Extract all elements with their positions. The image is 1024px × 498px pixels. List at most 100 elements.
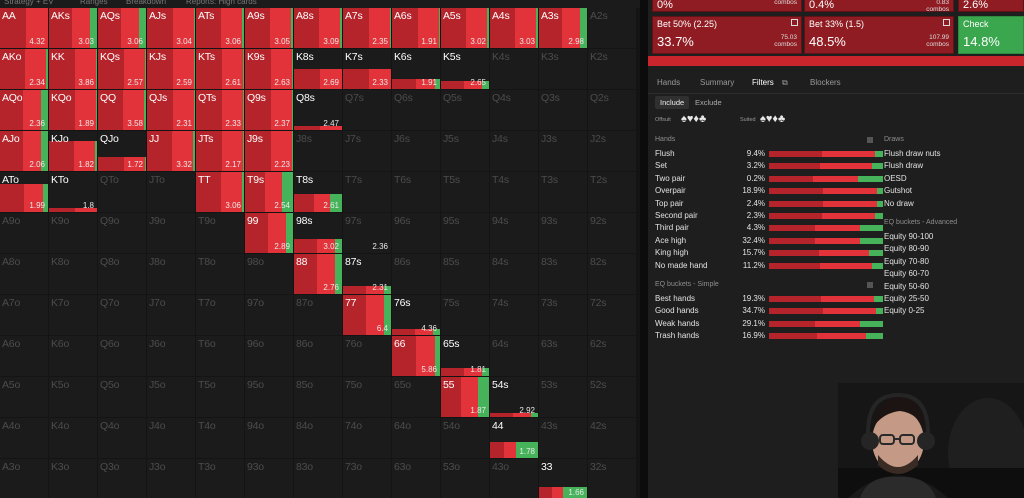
- filter-row[interactable]: Good hands 34.7%: [655, 305, 883, 317]
- hand-cell[interactable]: 44 1.78: [490, 418, 538, 458]
- hand-cell[interactable]: 95s: [441, 213, 489, 253]
- filter-row[interactable]: Trash hands 16.9%: [655, 330, 883, 342]
- hand-cell[interactable]: J2s: [588, 131, 636, 171]
- hand-cell[interactable]: 63o: [392, 459, 440, 498]
- filter-row[interactable]: Equity 90-1009.4%: [884, 231, 1024, 243]
- hand-cell[interactable]: 94o: [245, 418, 293, 458]
- hand-cell[interactable]: J4o: [147, 418, 195, 458]
- hand-cell[interactable]: Q3s: [539, 90, 587, 130]
- hand-cell[interactable]: 86s: [392, 254, 440, 294]
- hand-cell[interactable]: K3s: [539, 49, 587, 89]
- action-button[interactable]: Bet 33% (1.5) 48.5% 107.99 combos: [804, 16, 954, 54]
- hand-cell[interactable]: Q8o: [98, 254, 146, 294]
- hand-cell[interactable]: T5s: [441, 172, 489, 212]
- hand-cell[interactable]: 84o: [294, 418, 342, 458]
- filter-row[interactable]: Top pair 2.4%: [655, 198, 883, 210]
- hand-cell[interactable]: K2s: [588, 49, 636, 89]
- filter-row[interactable]: Equity 70-805.6%: [884, 256, 1024, 268]
- hand-cell[interactable]: J6o: [147, 336, 195, 376]
- hand-cell[interactable]: QJo 1.72: [98, 131, 146, 171]
- hand-cell[interactable]: T2s: [588, 172, 636, 212]
- hand-cell[interactable]: K5s 2.65: [441, 49, 489, 89]
- hand-cell[interactable]: 98o: [245, 254, 293, 294]
- section-settings-icon[interactable]: [867, 282, 873, 288]
- hand-cell[interactable]: K3o: [49, 459, 97, 498]
- hand-cell[interactable]: K8o: [49, 254, 97, 294]
- hand-cell[interactable]: JTo: [147, 172, 195, 212]
- hand-cell[interactable]: 53s: [539, 377, 587, 417]
- hand-cell[interactable]: T4s: [490, 172, 538, 212]
- hand-cell[interactable]: J5o: [147, 377, 195, 417]
- hand-cell[interactable]: J3s: [539, 131, 587, 171]
- hand-cell[interactable]: A3o: [0, 459, 48, 498]
- hand-cell[interactable]: K6o: [49, 336, 97, 376]
- action-settings-icon[interactable]: [791, 19, 798, 26]
- hand-cell[interactable]: AKo 2.34: [0, 49, 48, 89]
- hand-cell[interactable]: A6o: [0, 336, 48, 376]
- filter-row[interactable]: Flush 9.4%: [655, 148, 883, 160]
- hand-cell[interactable]: 33 1.66: [539, 459, 587, 498]
- hand-cell[interactable]: AA 4.32: [0, 8, 48, 48]
- hand-cell[interactable]: 83s: [539, 254, 587, 294]
- hand-cell[interactable]: JTs 2.17: [196, 131, 244, 171]
- filter-row[interactable]: Third pair 4.3%: [655, 222, 883, 234]
- action-button[interactable]: Check 14.8%: [958, 16, 1024, 54]
- tab-summary[interactable]: Summary: [700, 78, 735, 87]
- hand-cell[interactable]: T9s 2.54: [245, 172, 293, 212]
- hand-cell[interactable]: KQo 1.89: [49, 90, 97, 130]
- hand-cell[interactable]: A8s 3.09: [294, 8, 342, 48]
- top-menu-item[interactable]: Ranges: [80, 0, 108, 6]
- tab-filters[interactable]: Filters: [752, 78, 774, 87]
- hand-cell[interactable]: 93s: [539, 213, 587, 253]
- hand-cell[interactable]: QTs 2.33: [196, 90, 244, 130]
- hand-cell[interactable]: A4s 3.03: [490, 8, 538, 48]
- hand-cell[interactable]: 55 1.87: [441, 377, 489, 417]
- filter-row[interactable]: Overpair 18.9%: [655, 185, 883, 197]
- hand-cell[interactable]: AQo 2.36: [0, 90, 48, 130]
- hand-cell[interactable]: QJs 2.31: [147, 90, 195, 130]
- hand-cell[interactable]: J3o: [147, 459, 195, 498]
- hand-cell[interactable]: 96o: [245, 336, 293, 376]
- hand-cell[interactable]: T9o: [196, 213, 244, 253]
- hand-cell[interactable]: 43s: [539, 418, 587, 458]
- filter-row[interactable]: Weak hands 29.1%: [655, 318, 883, 330]
- hand-cell[interactable]: Q4o: [98, 418, 146, 458]
- filter-row[interactable]: No made hand 11.2%: [655, 260, 883, 272]
- hand-cell[interactable]: 94s: [490, 213, 538, 253]
- hand-cell[interactable]: 87o: [294, 295, 342, 335]
- section-settings-icon[interactable]: [867, 137, 873, 143]
- hand-cell[interactable]: T7s: [343, 172, 391, 212]
- hand-cell[interactable]: J6s: [392, 131, 440, 171]
- hand-cell[interactable]: J8o: [147, 254, 195, 294]
- filter-row[interactable]: Flush draw20.8%: [884, 160, 1024, 172]
- hand-cell[interactable]: K7o: [49, 295, 97, 335]
- hand-cell[interactable]: 97s 2.36: [343, 213, 391, 253]
- hand-cell[interactable]: 92s: [588, 213, 636, 253]
- hand-cell[interactable]: 64s: [490, 336, 538, 376]
- action-button-top[interactable]: 2.6%: [958, 0, 1024, 12]
- hand-cell[interactable]: QTo: [98, 172, 146, 212]
- hand-cell[interactable]: 77 6.4: [343, 295, 391, 335]
- hand-cell[interactable]: KTs 2.61: [196, 49, 244, 89]
- filter-row[interactable]: Equity 0-252.7%: [884, 305, 1024, 317]
- filter-row[interactable]: Equity 60-7019.8%: [884, 268, 1024, 280]
- hand-cell[interactable]: 43o: [490, 459, 538, 498]
- hand-cell[interactable]: A5o: [0, 377, 48, 417]
- hand-cell[interactable]: 74s: [490, 295, 538, 335]
- hand-cell[interactable]: 95o: [245, 377, 293, 417]
- hand-cell[interactable]: J9s 2.23: [245, 131, 293, 171]
- hand-cell[interactable]: 93o: [245, 459, 293, 498]
- hand-cell[interactable]: 72s: [588, 295, 636, 335]
- hand-cell[interactable]: 42s: [588, 418, 636, 458]
- hand-cell[interactable]: K4s: [490, 49, 538, 89]
- hand-cell[interactable]: Q9o: [98, 213, 146, 253]
- hand-cell[interactable]: A6s 1.91: [392, 8, 440, 48]
- hand-cell[interactable]: 65o: [392, 377, 440, 417]
- hand-cell[interactable]: 74o: [343, 418, 391, 458]
- hand-cell[interactable]: J9o: [147, 213, 195, 253]
- hand-cell[interactable]: KJs 2.59: [147, 49, 195, 89]
- suited-suit-icons[interactable]: ♠♥♦♣: [760, 113, 786, 125]
- hand-cell[interactable]: Q8s 2.47: [294, 90, 342, 130]
- hand-cell[interactable]: J7o: [147, 295, 195, 335]
- top-menu-item[interactable]: Reports: High cards: [186, 0, 257, 6]
